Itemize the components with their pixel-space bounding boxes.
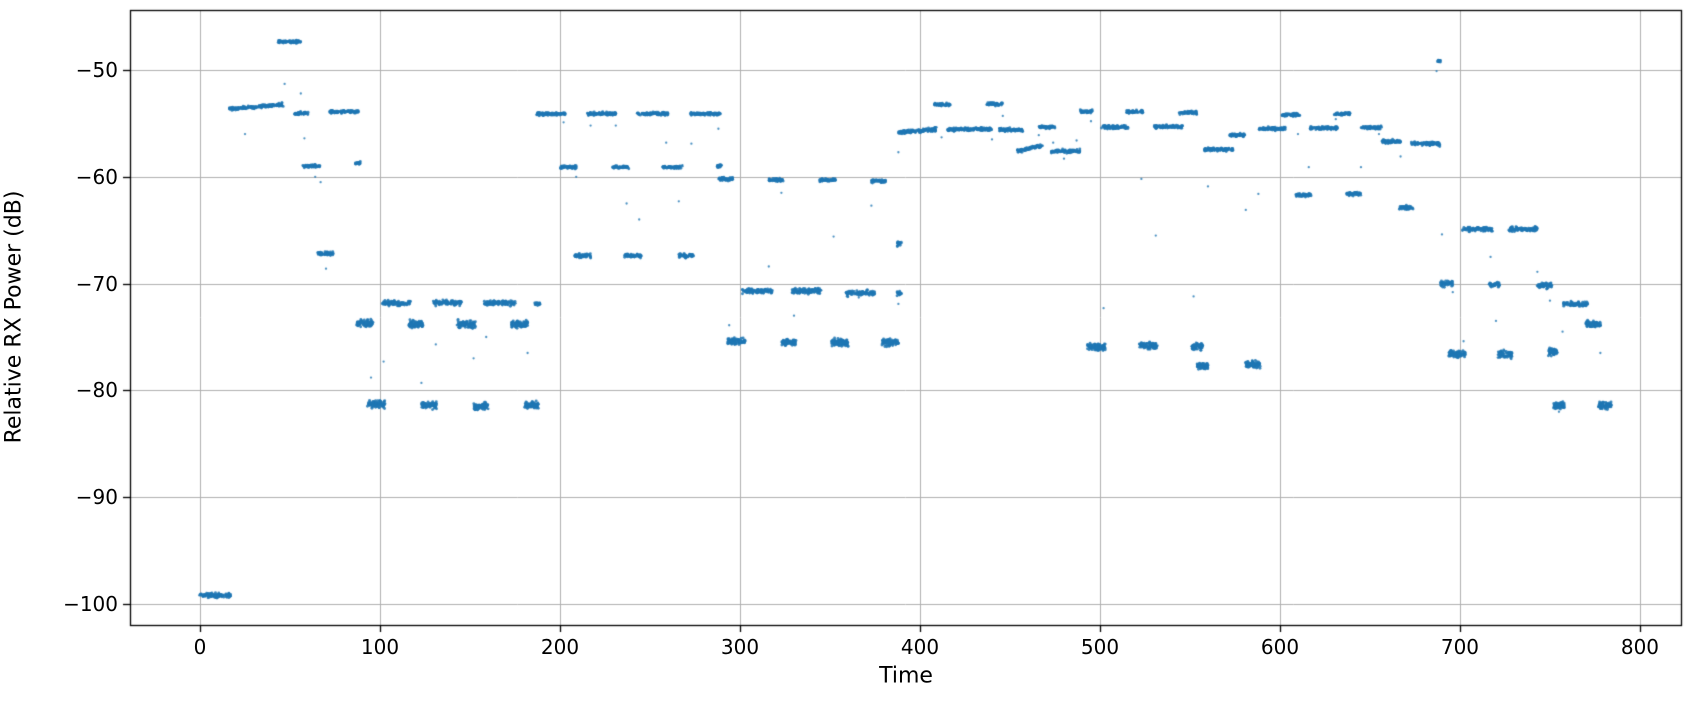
x-tick-label: 700 xyxy=(1440,635,1480,659)
x-axis-label: Time xyxy=(879,663,933,689)
y-axis-label: Relative RX Power (dB) xyxy=(1,190,27,444)
x-tick-label: 400 xyxy=(900,635,940,659)
y-tick-label: −90 xyxy=(75,485,118,510)
y-tick-label: −70 xyxy=(75,271,118,296)
x-tick-label: 600 xyxy=(1260,635,1300,659)
y-tick-label: −60 xyxy=(75,164,118,189)
y-tick-label: −100 xyxy=(63,591,118,616)
x-tick-label: 100 xyxy=(360,635,400,659)
x-tick-label: 500 xyxy=(1080,635,1120,659)
x-tick-label: 0 xyxy=(193,635,207,659)
x-tick-label: 200 xyxy=(540,635,580,659)
y-tick-label: −50 xyxy=(75,58,118,83)
x-tick-label: 800 xyxy=(1620,635,1660,659)
y-tick-label: −80 xyxy=(75,378,118,403)
x-tick-label: 300 xyxy=(720,635,760,659)
